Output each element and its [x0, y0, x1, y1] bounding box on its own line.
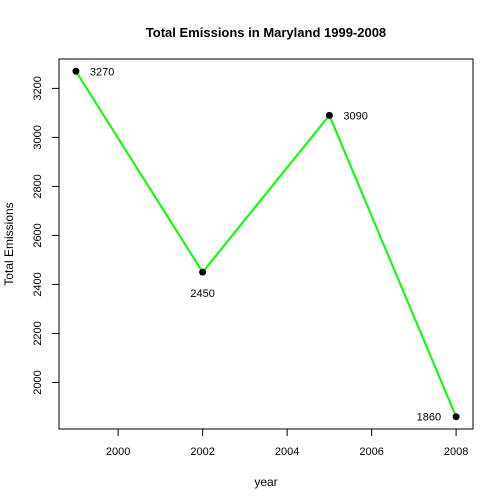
- data-point: [452, 413, 460, 421]
- data-label: 3270: [90, 66, 114, 78]
- x-axis: 2000 2002 2004 2006 2008: [106, 428, 468, 458]
- y-tick-label: 3200: [32, 76, 44, 100]
- y-axis: 2000 2200 2400 2600 2800 3000 3200: [32, 76, 60, 395]
- y-tick-label: 2200: [32, 321, 44, 345]
- data-point: [72, 67, 80, 75]
- y-axis-label: Total Emissions: [2, 202, 16, 285]
- y-tick-label: 2800: [32, 174, 44, 198]
- x-tick-label: 2006: [359, 446, 383, 458]
- series-lines: [74, 70, 458, 418]
- y-tick-label: 2600: [32, 223, 44, 247]
- y-tick-label: 3000: [32, 125, 44, 149]
- series-line-segment: [328, 114, 458, 418]
- series-line-segment: [201, 114, 331, 274]
- x-tick-label: 2008: [444, 446, 468, 458]
- x-tick-label: 2000: [106, 446, 130, 458]
- x-axis-label: year: [254, 475, 277, 489]
- data-label: 2450: [190, 288, 214, 300]
- series-points: [72, 67, 460, 421]
- data-label: 1860: [417, 412, 441, 424]
- chart-title: Total Emissions in Maryland 1999-2008: [146, 25, 386, 40]
- data-point: [325, 111, 333, 119]
- y-tick-label: 2400: [32, 272, 44, 296]
- y-tick-label: 2000: [32, 370, 44, 394]
- data-label: 3090: [343, 110, 367, 122]
- x-tick-label: 2002: [190, 446, 214, 458]
- data-point: [199, 268, 207, 276]
- series-line-segment: [74, 70, 204, 274]
- x-tick-label: 2004: [275, 446, 299, 458]
- data-labels: 3270 2450 3090 1860: [90, 66, 441, 423]
